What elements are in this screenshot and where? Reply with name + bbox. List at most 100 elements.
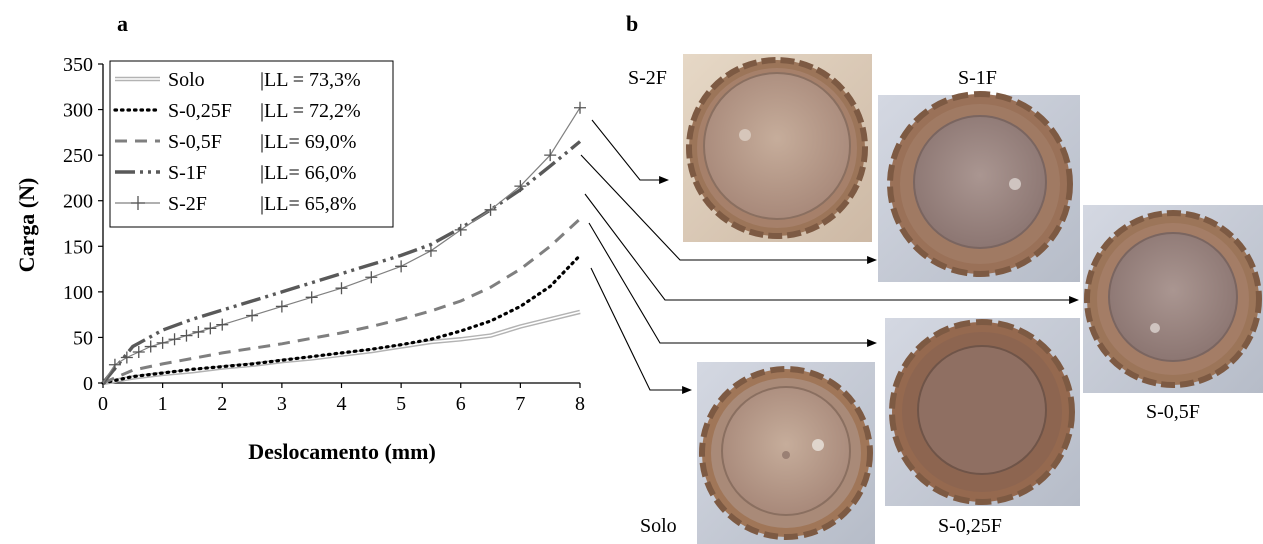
y-tick-label: 0 [83, 373, 93, 395]
specimen-disc [703, 72, 851, 220]
y-tick-label: 200 [63, 191, 93, 213]
y-tick-label: 250 [63, 145, 93, 167]
legend-ll-value: |LL = 72,2% [260, 100, 361, 122]
legend-ll-value: |LL = 73,3% [260, 69, 361, 91]
data-point-marker [144, 340, 157, 353]
series-line-inner [102, 311, 581, 384]
series-s-0-5f [102, 217, 582, 385]
data-point-marker [216, 318, 229, 331]
x-tick-label: 1 [158, 393, 168, 415]
disc-mark [1150, 323, 1160, 333]
arrow-to-s05f [584, 193, 1079, 304]
legend-series-name: S-0,25F [168, 100, 232, 122]
photo-s025f: S-0,25F [885, 318, 1080, 537]
specimen-disc [917, 345, 1047, 475]
data-point-marker [156, 336, 169, 349]
chart-legend: Solo |LL = 73,3% S-0,25F |LL = 72,2% S-0,5F |… [109, 60, 394, 228]
arrow-to-s025f [588, 222, 877, 347]
legend-item-s-1f: S-1F |LL= 66,0% [115, 162, 356, 184]
arrow-to-s2f [591, 119, 669, 184]
connector-arrows [580, 119, 1079, 394]
x-tick-label: 5 [396, 393, 406, 415]
y-tick-label: 350 [63, 54, 93, 76]
disc-mark [812, 439, 824, 451]
x-tick-label: 3 [277, 393, 287, 415]
y-tick-label: 150 [63, 236, 93, 258]
x-axis-title: Deslocamento (mm) [248, 439, 436, 464]
arrow-to-solo [590, 267, 692, 394]
data-point-marker [544, 149, 557, 162]
y-axis-title: Carga (N) [14, 178, 39, 273]
series-s-2f [102, 101, 586, 384]
data-point-marker [514, 180, 527, 193]
photo-solo: Solo [640, 362, 875, 544]
legend-series-name: S-2F [168, 193, 207, 215]
data-point-marker [365, 271, 378, 284]
x-tick-label: 0 [98, 393, 108, 415]
photo-s1f: S-1F [878, 67, 1080, 282]
arrow-to-s1f [580, 154, 877, 264]
x-tick-label: 8 [575, 393, 585, 415]
photo-label-s05f: S-0,5F [1146, 401, 1200, 423]
data-point-marker [275, 300, 288, 313]
data-point-marker [335, 282, 348, 295]
legend-item-s-0-5f: S-0,5F |LL= 69,0% [115, 131, 356, 153]
data-point-marker [246, 309, 259, 322]
y-tick-label: 100 [63, 282, 93, 304]
legend-item-s-2f: S-2F |LL= 65,8% [115, 193, 356, 215]
y-tick-label: 50 [73, 327, 93, 349]
legend-ll-value: |LL= 66,0% [260, 162, 356, 184]
specimen-disc [1108, 232, 1238, 362]
legend-box [109, 60, 394, 228]
x-tick-label: 6 [456, 393, 466, 415]
data-point-marker [484, 203, 497, 216]
load-displacement-chart: 0 50 100 150 200 250 300 350 0 1 2 3 4 5 6 7 8 Carga (N… [14, 54, 586, 464]
photo-s05f: S-0,5F [1083, 205, 1263, 423]
data-point-marker [120, 351, 133, 364]
x-tick-label: 2 [217, 393, 227, 415]
legend-marker [131, 196, 145, 210]
specimen-disc [913, 115, 1047, 249]
series-layer [101, 101, 586, 386]
x-tick-label: 4 [337, 393, 347, 415]
photo-s2f: S-2F [628, 54, 872, 242]
data-point-marker [424, 244, 437, 257]
data-point-marker [574, 101, 586, 114]
data-point-marker [132, 346, 145, 359]
legend-series-name: Solo [168, 69, 205, 91]
disc-center-mark [782, 451, 790, 459]
data-point-marker [204, 322, 217, 335]
series-s-1f [101, 140, 582, 385]
legend-ll-value: |LL= 69,0% [260, 131, 356, 153]
series-line [101, 140, 582, 385]
x-tick-label: 7 [515, 393, 525, 415]
legend-series-name: S-0,5F [168, 131, 222, 153]
disc-mark [739, 129, 751, 141]
disc-mark [1009, 178, 1021, 190]
legend-ll-value: |LL= 65,8% [260, 193, 356, 215]
photo-label-s025f: S-0,25F [938, 515, 1002, 537]
data-point-marker [454, 223, 467, 236]
legend-items: Solo |LL = 73,3% S-0,25F |LL = 72,2% S-0,5F |… [113, 69, 361, 215]
series-solo [102, 309, 581, 386]
legend-series-name: S-1F [168, 162, 207, 184]
series-line [101, 253, 582, 385]
y-axis-ticks: 0 50 100 150 200 250 300 350 [63, 54, 103, 395]
photo-label-s1f: S-1F [958, 67, 997, 89]
data-point-marker [305, 291, 318, 304]
photo-label-solo: Solo [640, 515, 677, 537]
photo-label-s2f: S-2F [628, 67, 667, 89]
x-axis-ticks: 0 1 2 3 4 5 6 7 8 [98, 383, 585, 415]
y-tick-label: 300 [63, 100, 93, 122]
data-point-marker [168, 333, 181, 346]
series-s-0-25f [101, 253, 582, 385]
data-point-marker [192, 325, 205, 338]
panel-label-b: b [626, 11, 638, 36]
data-point-marker [180, 329, 193, 342]
legend-item-solo: Solo |LL = 73,3% [115, 69, 361, 91]
series-line [102, 217, 582, 385]
legend-item-s-0-25f: S-0,25F |LL = 72,2% [113, 100, 361, 122]
data-point-marker [108, 358, 121, 371]
panel-label-a: a [117, 11, 128, 36]
